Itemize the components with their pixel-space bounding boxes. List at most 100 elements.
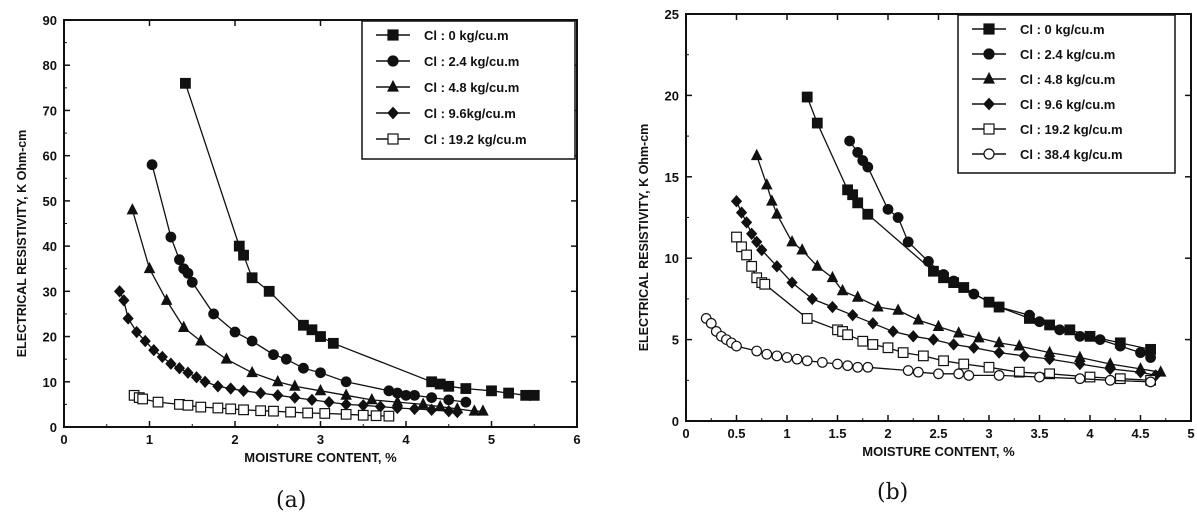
data-point: [182, 267, 194, 279]
data-point: [730, 195, 743, 208]
x-tick-label: 2: [884, 426, 891, 441]
data-point: [174, 254, 185, 266]
x-tick-label: 0: [60, 432, 67, 447]
data-point: [156, 350, 168, 364]
data-point: [847, 309, 859, 322]
data-point: [826, 270, 839, 283]
x-tick-label: 4: [1086, 426, 1094, 441]
y-tick-label: 0: [50, 420, 57, 435]
y-tick-label: 10: [665, 251, 679, 266]
data-point: [948, 275, 960, 287]
data-point: [731, 231, 742, 243]
data-point: [212, 402, 224, 414]
data-point: [1044, 319, 1056, 331]
chart-panel-b: 0 0.5 1 1.5 2 2.5 3 3.5 4 4.5 5 0 5 10 15 20 25 MOISTURE …: [637, 7, 1195, 459]
data-point: [139, 334, 151, 348]
data-point: [229, 326, 241, 338]
legend-label: Cl : 0 kg/cu.m: [1020, 22, 1105, 37]
data-point: [280, 353, 292, 365]
data-point: [761, 178, 773, 190]
data-point: [160, 293, 173, 305]
legend-label: Cl : 0 kg/cu.m: [424, 28, 509, 43]
data-point: [993, 370, 1005, 381]
data-point: [1145, 376, 1156, 388]
data-point: [750, 148, 763, 161]
data-point: [852, 146, 864, 158]
data-point: [952, 326, 965, 338]
data-point: [327, 337, 339, 349]
x-tick-label: 3.5: [1030, 426, 1048, 441]
data-point: [938, 355, 949, 367]
data-point: [238, 249, 249, 261]
data-point: [892, 303, 904, 315]
data-point: [182, 366, 194, 379]
data-point: [746, 260, 758, 272]
series-0: [180, 77, 540, 401]
data-point: [1034, 316, 1045, 328]
legend: Cl : 0 kg/cu.m Cl : 2.4 kg/cu.m Cl : 4.8 k…: [361, 20, 576, 160]
data-point: [315, 367, 326, 379]
legend-label: Cl : 4.8 kg/cu.m: [1020, 72, 1115, 87]
data-point: [801, 355, 813, 367]
series-line: [705, 317, 1151, 383]
legend-label: Cl : 9.6 kg/cu.m: [1020, 97, 1115, 112]
legend-box: [957, 14, 1176, 174]
y-axis-label: ELECTRICAL RESISTIVITY, K Ohm-cm: [15, 130, 29, 358]
y-tick-label: 60: [43, 149, 57, 164]
legend-label: Cl : 38.4 kg/cu.m: [1020, 147, 1123, 162]
x-axis-label: MOISTURE CONTENT, %: [244, 450, 397, 465]
legend-label: Cl : 4.8 kg/cu.m: [424, 80, 519, 95]
data-point: [246, 335, 258, 347]
y-tick-label: 20: [665, 88, 679, 103]
data-point: [902, 365, 914, 376]
data-point: [917, 350, 929, 362]
data-point: [1013, 366, 1025, 378]
data-point: [887, 325, 899, 338]
series-4: [731, 231, 1157, 386]
data-point: [195, 401, 207, 413]
data-point: [131, 325, 143, 339]
data-point: [306, 393, 318, 407]
data-point: [1145, 352, 1156, 363]
data-point: [126, 203, 139, 215]
y-tick-label: 70: [43, 103, 57, 118]
data-point: [180, 77, 191, 89]
data-point: [842, 329, 853, 341]
data-point: [836, 283, 849, 296]
panel-label-a: (a): [276, 488, 307, 513]
data-point: [137, 393, 149, 405]
data-point: [298, 362, 309, 374]
data-point: [443, 394, 455, 406]
data-point: [1084, 330, 1096, 342]
data-point: [443, 380, 455, 392]
y-tick-label: 40: [43, 239, 57, 254]
data-point: [315, 331, 326, 342]
data-point: [340, 376, 352, 388]
data-point: [263, 285, 275, 297]
data-point: [246, 365, 258, 378]
data-point: [366, 393, 378, 405]
data-point: [195, 334, 207, 346]
x-tick-label: 2: [231, 432, 238, 447]
data-point: [811, 117, 823, 129]
x-tick-label: 1.5: [828, 426, 846, 441]
data-point: [460, 383, 472, 394]
legend-label: Cl : 9.6kg/cu.m: [424, 106, 516, 121]
data-point: [862, 361, 874, 373]
series-line: [735, 200, 1156, 377]
data-point: [892, 212, 904, 223]
x-tick-label: 5: [1187, 426, 1194, 441]
data-point: [443, 405, 455, 418]
data-point: [1134, 365, 1147, 379]
data-point: [882, 342, 894, 354]
data-point: [1013, 339, 1026, 351]
series-3: [113, 285, 463, 419]
data-point: [460, 396, 472, 408]
data-point: [1094, 334, 1106, 346]
legend-marker: [983, 148, 995, 160]
data-point: [177, 320, 190, 332]
data-point: [212, 380, 224, 393]
data-point: [801, 91, 813, 103]
data-point: [143, 261, 156, 274]
data-point: [761, 348, 773, 360]
